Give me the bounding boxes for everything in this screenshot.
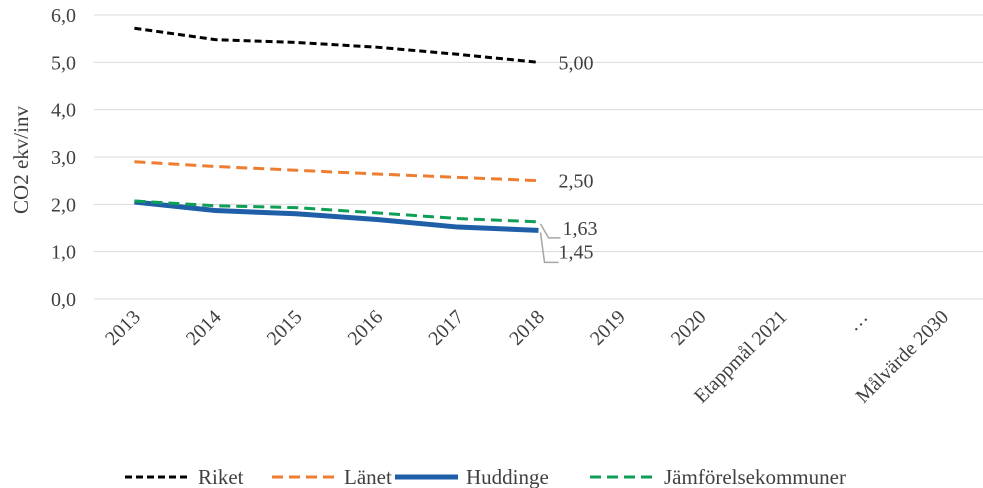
data-label: 1,63 bbox=[563, 218, 598, 240]
legend-label: Jämförelsekommuner bbox=[664, 465, 846, 488]
y-tick-label: 2,0 bbox=[51, 194, 76, 216]
y-tick-label: 6,0 bbox=[51, 5, 76, 27]
y-axis-label: CO2 ekv/inv bbox=[9, 106, 33, 214]
x-tick-label: 2014 bbox=[182, 306, 226, 350]
x-tick-label: 2016 bbox=[344, 306, 388, 350]
y-tick-label: 1,0 bbox=[51, 242, 76, 264]
legend: Riket Länet Huddinge Jämförelsekommuner bbox=[125, 465, 846, 488]
y-tick-label: 0,0 bbox=[51, 289, 76, 311]
x-tick-label: 2018 bbox=[505, 306, 549, 350]
data-labels: 5,00 2,50 1,451,63 bbox=[539, 52, 598, 264]
x-tick-label: 2017 bbox=[424, 306, 468, 350]
legend-label: Riket bbox=[198, 465, 244, 488]
series-line-riket bbox=[134, 26, 539, 64]
y-tick-label: 4,0 bbox=[51, 100, 76, 122]
x-tick-label: 2015 bbox=[263, 306, 307, 350]
gridlines bbox=[94, 14, 983, 300]
series-line-länet bbox=[134, 160, 539, 183]
series-line-huddinge bbox=[134, 199, 539, 233]
data-label: 2,50 bbox=[559, 171, 594, 193]
y-tick-label: 3,0 bbox=[51, 147, 76, 169]
legend-label: Huddinge bbox=[466, 465, 549, 488]
y-tick-label: 5,0 bbox=[51, 52, 76, 74]
leader-line bbox=[539, 232, 559, 264]
data-label: 1,45 bbox=[559, 241, 594, 263]
x-tick-label: … bbox=[843, 306, 873, 336]
x-tick-label: 2019 bbox=[586, 306, 630, 350]
leader-line bbox=[539, 223, 561, 239]
y-axis-ticks: 0,0 1,0 2,0 3,0 4,0 5,0 6,0 bbox=[51, 5, 76, 311]
series-lines bbox=[134, 26, 539, 233]
x-axis-ticks: 2013 2014 2015 2016 2017 2018 2019 2020Etappmål… bbox=[101, 306, 953, 408]
x-tick-label: 2013 bbox=[101, 306, 145, 350]
data-label: 5,00 bbox=[559, 52, 594, 74]
legend-label: Länet bbox=[344, 465, 392, 488]
x-tick-label: 2020 bbox=[667, 306, 711, 350]
